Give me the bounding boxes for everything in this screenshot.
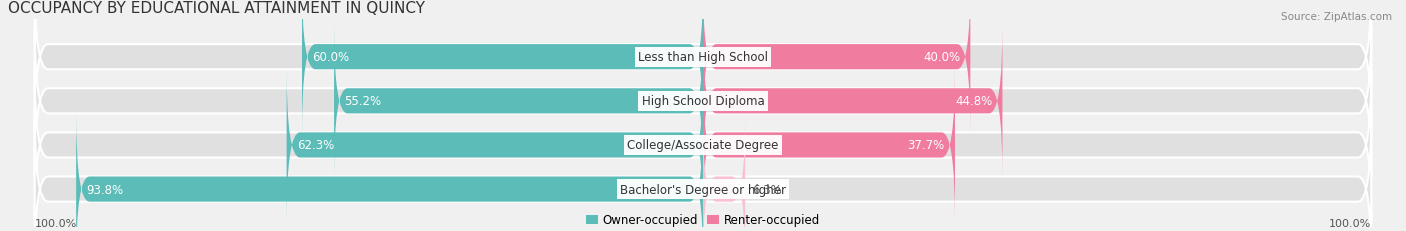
FancyBboxPatch shape	[302, 0, 703, 133]
Text: 55.2%: 55.2%	[344, 95, 381, 108]
Text: College/Associate Degree: College/Associate Degree	[627, 139, 779, 152]
Text: Bachelor's Degree or higher: Bachelor's Degree or higher	[620, 183, 786, 196]
FancyBboxPatch shape	[35, 26, 1371, 177]
Text: 60.0%: 60.0%	[312, 51, 349, 64]
Text: 6.3%: 6.3%	[752, 183, 782, 196]
FancyBboxPatch shape	[35, 0, 1371, 133]
FancyBboxPatch shape	[76, 114, 703, 231]
Text: 100.0%: 100.0%	[35, 219, 77, 228]
Text: 93.8%: 93.8%	[86, 183, 124, 196]
Text: 62.3%: 62.3%	[297, 139, 335, 152]
Text: Source: ZipAtlas.com: Source: ZipAtlas.com	[1281, 12, 1392, 21]
Text: 100.0%: 100.0%	[1329, 219, 1371, 228]
FancyBboxPatch shape	[287, 70, 703, 221]
Text: OCCUPANCY BY EDUCATIONAL ATTAINMENT IN QUINCY: OCCUPANCY BY EDUCATIONAL ATTAINMENT IN Q…	[8, 1, 425, 16]
FancyBboxPatch shape	[703, 26, 1002, 177]
Text: 44.8%: 44.8%	[955, 95, 993, 108]
FancyBboxPatch shape	[703, 70, 955, 221]
Text: Less than High School: Less than High School	[638, 51, 768, 64]
FancyBboxPatch shape	[35, 70, 1371, 221]
Text: 37.7%: 37.7%	[908, 139, 945, 152]
FancyBboxPatch shape	[703, 0, 970, 133]
Text: High School Diploma: High School Diploma	[641, 95, 765, 108]
FancyBboxPatch shape	[703, 114, 745, 231]
FancyBboxPatch shape	[35, 114, 1371, 231]
FancyBboxPatch shape	[335, 26, 703, 177]
Legend: Owner-occupied, Renter-occupied: Owner-occupied, Renter-occupied	[581, 209, 825, 231]
Text: 40.0%: 40.0%	[924, 51, 960, 64]
